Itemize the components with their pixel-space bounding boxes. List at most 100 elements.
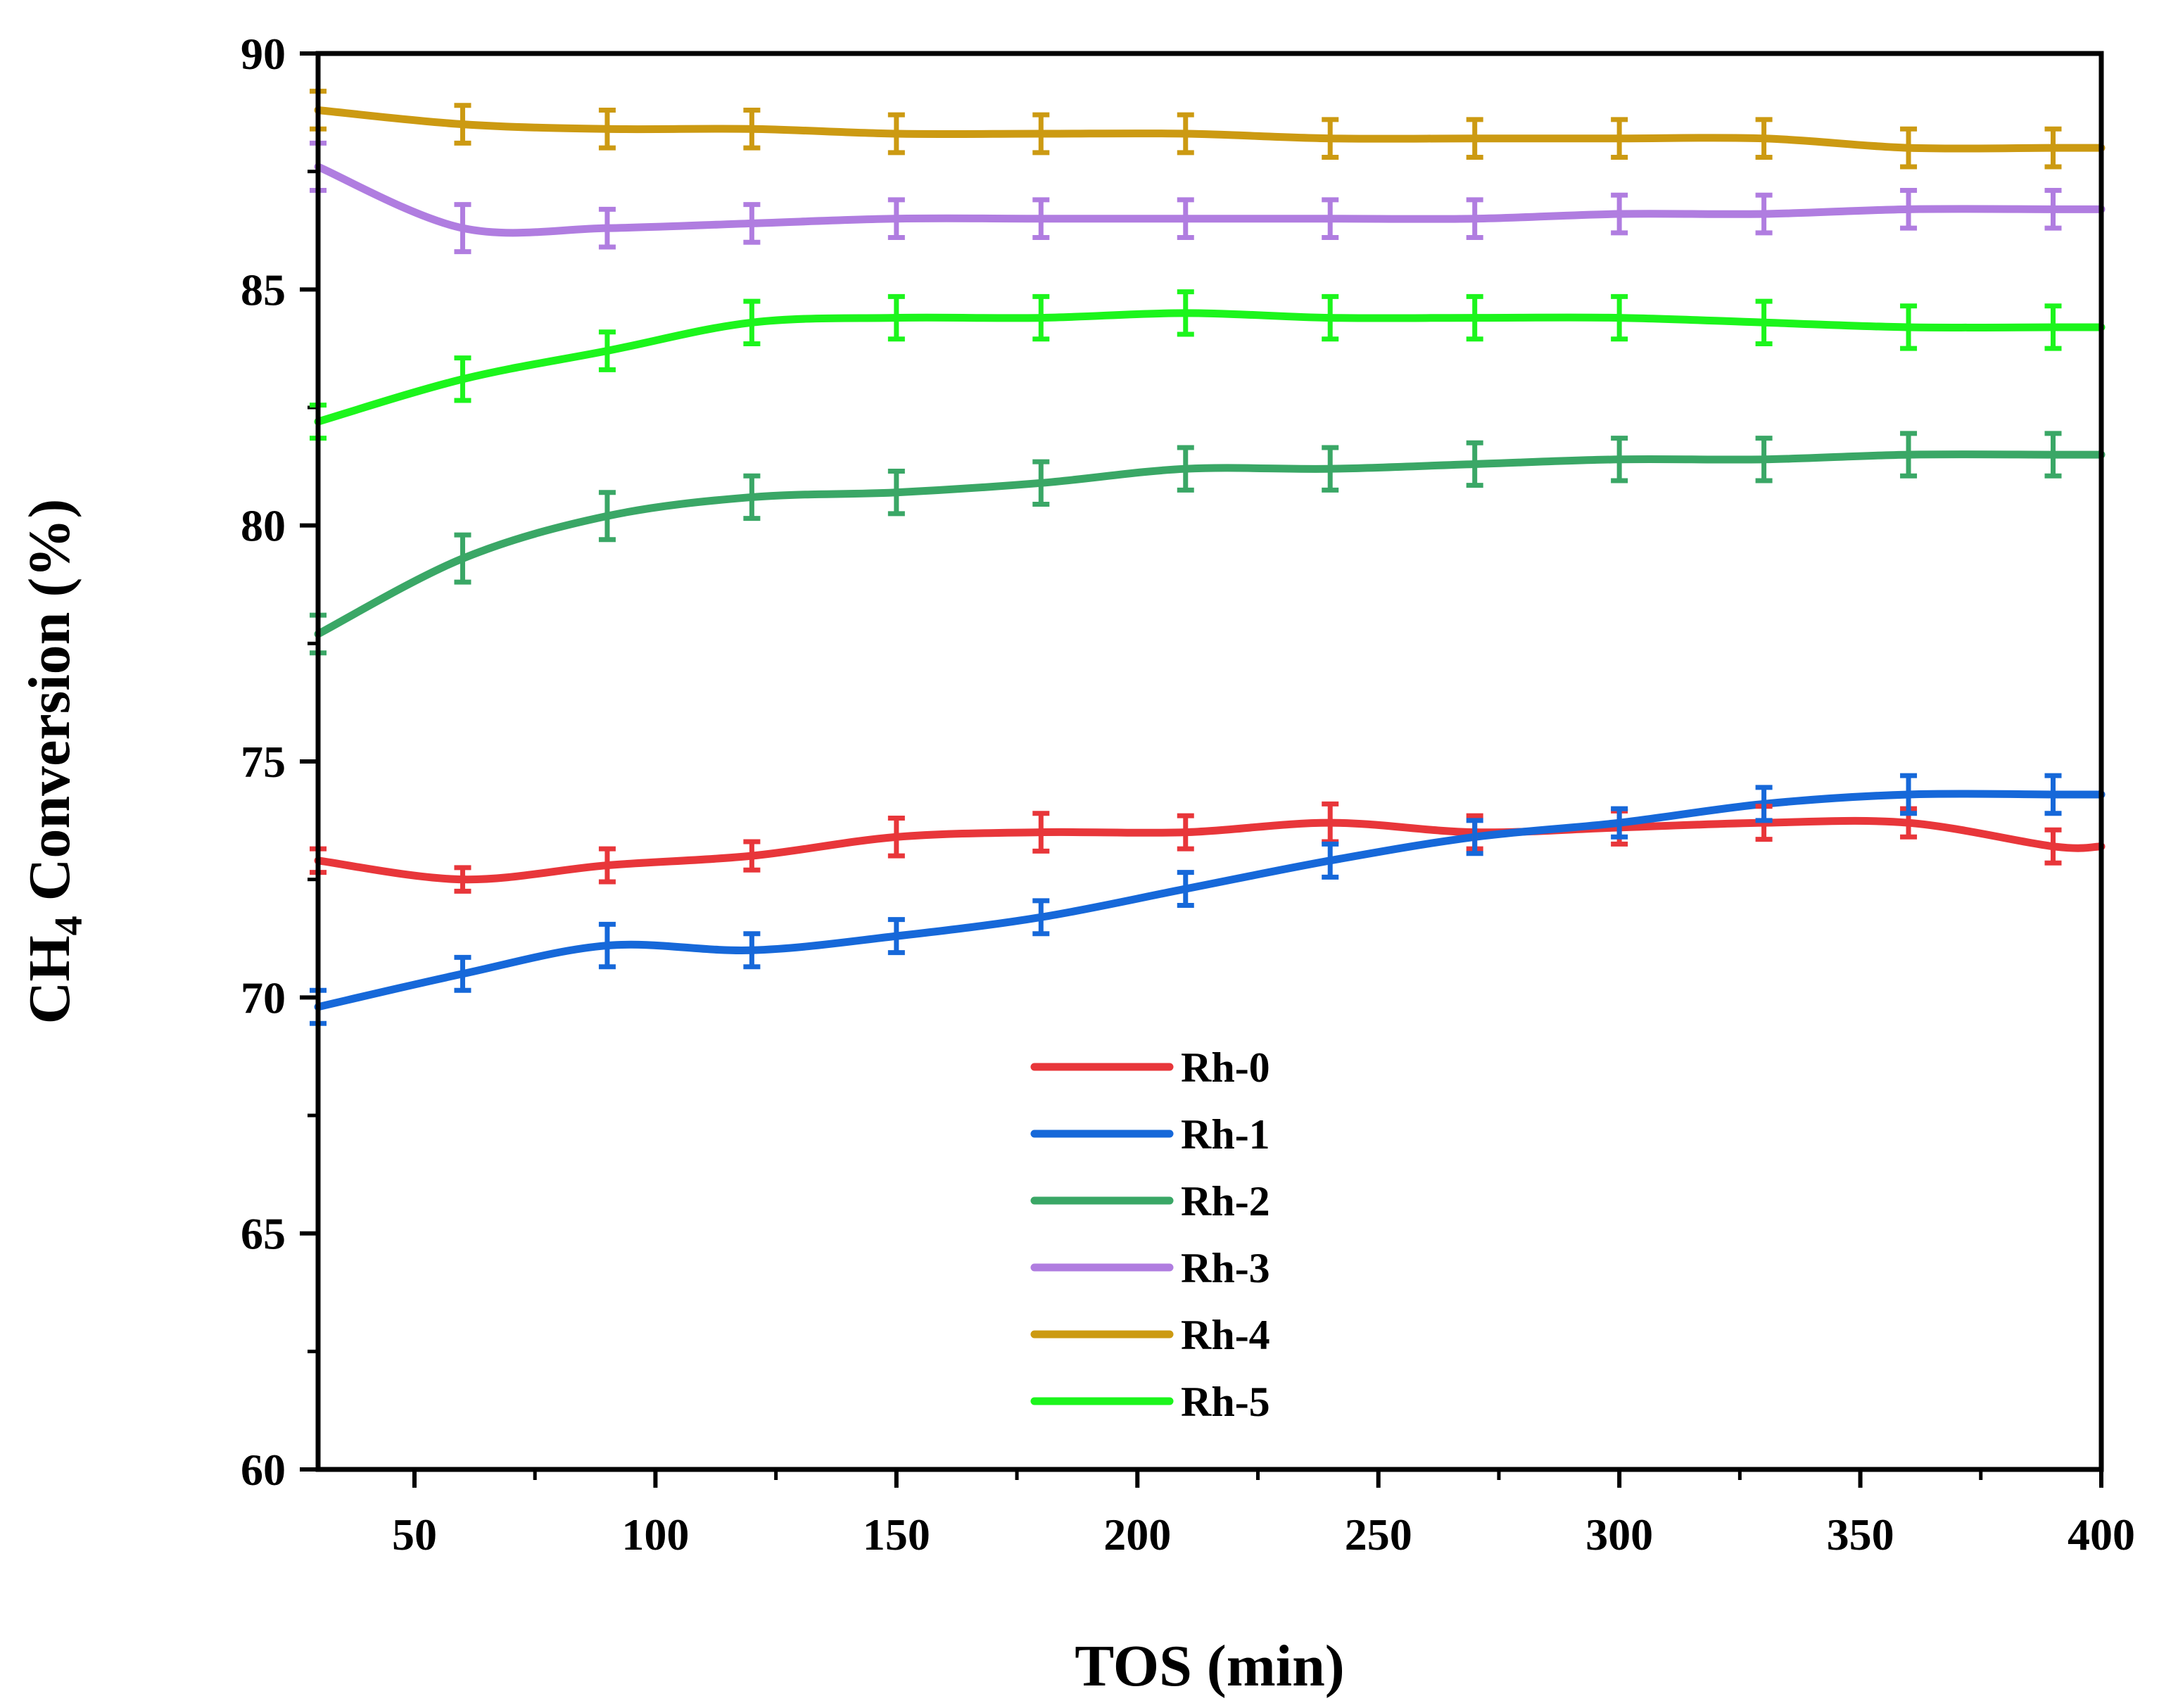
error-bar <box>1466 197 1483 241</box>
error-bar <box>887 469 905 517</box>
y-tick-label: 60 <box>241 1445 286 1495</box>
error-bar <box>2044 187 2062 231</box>
y-axis-title-main: CH <box>17 935 82 1024</box>
error-bar <box>454 954 471 993</box>
error-bar <box>743 202 761 245</box>
error-bar <box>887 293 905 342</box>
error-bar <box>743 107 761 151</box>
error-bar <box>2044 431 2062 479</box>
x-axis-title: TOS (min) <box>1075 1633 1345 1699</box>
error-bar <box>1755 192 1773 236</box>
legend: Rh-0 Rh-1 Rh-2 Rh-3 Rh-4 Rh-5 <box>1030 1044 1270 1425</box>
y-tick-label: 90 <box>241 29 286 79</box>
legend-item-rh-2: Rh-2 <box>1030 1178 1270 1225</box>
tick-labels: 50 100 150 200 250 300 350 400 60 65 70 75 80 85 90 <box>241 29 2135 1560</box>
legend-item-rh-5: Rh-5 <box>1030 1379 1270 1425</box>
error-bar <box>1466 293 1483 342</box>
error-bar <box>2044 827 2062 866</box>
error-bar <box>454 103 471 146</box>
error-bar <box>1177 870 1194 909</box>
legend-item-rh-3: Rh-3 <box>1030 1245 1270 1291</box>
series-lines <box>314 106 2106 1011</box>
error-bar <box>1322 841 1339 880</box>
series-line-rh-1 <box>314 790 2106 1011</box>
error-bar <box>1755 436 1773 483</box>
x-tick-label: 350 <box>1827 1510 1894 1560</box>
error-bar <box>743 298 761 346</box>
error-bar <box>454 202 471 255</box>
y-tick-label: 70 <box>241 973 286 1023</box>
error-bar <box>1322 445 1339 493</box>
error-bar <box>1177 289 1194 337</box>
error-bar <box>1177 197 1194 241</box>
error-bar <box>1900 187 1918 231</box>
legend-item-rh-0: Rh-0 <box>1030 1044 1270 1091</box>
x-tick-label: 400 <box>2068 1510 2135 1560</box>
error-bar <box>1611 293 1628 342</box>
error-bar <box>1900 303 1918 351</box>
error-bar <box>2044 126 2062 170</box>
error-bar <box>743 473 761 521</box>
error-bar <box>1177 445 1194 493</box>
error-bar <box>1032 197 1050 241</box>
legend-label: Rh-4 <box>1181 1312 1270 1358</box>
error-bar <box>454 532 471 585</box>
legend-label: Rh-0 <box>1181 1044 1270 1091</box>
error-bar <box>1611 117 1628 160</box>
x-tick-label: 100 <box>621 1510 689 1560</box>
error-bar <box>598 490 616 543</box>
error-bar <box>2044 773 2062 816</box>
error-bar <box>1755 298 1773 346</box>
legend-label: Rh-1 <box>1181 1111 1270 1158</box>
error-bar <box>887 197 905 241</box>
legend-label: Rh-2 <box>1181 1178 1270 1225</box>
error-bar <box>743 931 761 970</box>
error-bar <box>1611 192 1628 236</box>
y-tick-label: 85 <box>241 265 286 315</box>
legend-item-rh-1: Rh-1 <box>1030 1111 1270 1158</box>
error-bar <box>598 329 616 372</box>
x-tick-label: 150 <box>863 1510 930 1560</box>
y-axis-title: CH4 Conversion (%) <box>17 499 91 1025</box>
error-bar <box>1755 785 1773 823</box>
error-bar <box>1900 126 1918 170</box>
y-tick-label: 65 <box>241 1209 286 1259</box>
x-tick-label: 200 <box>1103 1510 1171 1560</box>
y-tick-label: 75 <box>241 737 286 787</box>
error-bar <box>1466 440 1483 488</box>
error-bar <box>887 917 905 956</box>
error-bar <box>1322 293 1339 342</box>
error-bar <box>887 815 905 859</box>
y-axis-title-subscript: 4 <box>47 916 91 935</box>
error-bar <box>598 921 616 970</box>
error-bar <box>1177 112 1194 156</box>
error-bar <box>1900 431 1918 479</box>
error-bar <box>454 865 471 894</box>
error-bar <box>598 107 616 151</box>
error-bars <box>310 89 2062 1026</box>
error-bar <box>598 206 616 250</box>
series-line-rh-4 <box>314 106 2106 153</box>
series-line-rh-3 <box>314 163 2106 237</box>
legend-label: Rh-3 <box>1181 1245 1270 1291</box>
error-bar <box>1032 293 1050 342</box>
error-bar <box>1032 112 1050 156</box>
error-bar <box>1322 117 1339 160</box>
error-bar <box>1466 117 1483 160</box>
error-bar <box>2044 303 2062 351</box>
plot-frame <box>315 51 2104 1472</box>
legend-label: Rh-5 <box>1181 1379 1270 1425</box>
error-bar <box>598 846 616 885</box>
x-tick-label: 300 <box>1585 1510 1653 1560</box>
y-tick-label: 80 <box>241 501 286 551</box>
error-bar <box>887 112 905 156</box>
error-bar <box>1900 773 1918 816</box>
error-bar <box>1032 459 1050 507</box>
error-bar <box>1032 811 1050 854</box>
error-bar <box>1611 436 1628 483</box>
series-line-rh-0 <box>314 816 2106 884</box>
x-tick-label: 250 <box>1345 1510 1412 1560</box>
legend-item-rh-4: Rh-4 <box>1030 1312 1270 1358</box>
series-line-rh-2 <box>314 450 2106 638</box>
